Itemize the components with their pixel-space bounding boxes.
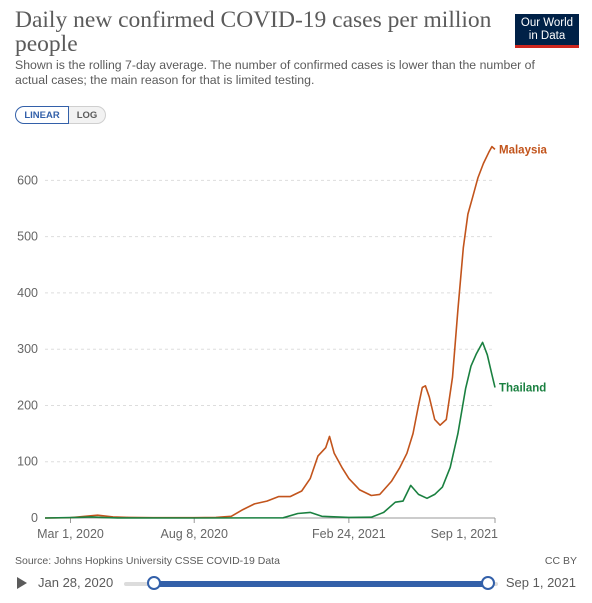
y-tick-label: 200: [17, 398, 38, 412]
timeline-end-date: Sep 1, 2021: [505, 575, 576, 590]
chart-subtitle: Shown is the rolling 7-day average. The …: [15, 58, 535, 87]
logo-line-2: in Data: [528, 30, 566, 42]
timeline-start-handle[interactable]: [147, 576, 161, 590]
timeline-end-handle[interactable]: [481, 576, 495, 590]
x-tick-label: Aug 8, 2020: [161, 527, 228, 541]
play-icon[interactable]: [17, 577, 27, 589]
timeline-start-date: Jan 28, 2020: [38, 575, 114, 590]
y-tick-label: 500: [17, 230, 38, 244]
series-label-thailand: Thailand: [499, 382, 546, 394]
y-tick-label: 100: [17, 455, 38, 469]
license-label[interactable]: CC BY: [544, 555, 577, 567]
x-tick-label: Feb 24, 2021: [312, 527, 386, 541]
x-tick-label: Mar 1, 2020: [37, 527, 104, 541]
timeline-selected-range: [154, 581, 488, 587]
x-tick-label: Sep 1, 2021: [431, 527, 498, 541]
y-tick-label: 600: [17, 173, 38, 187]
series-line-thailand: [44, 341, 496, 519]
chart-title: Daily new confirmed COVID-19 cases per m…: [15, 7, 492, 57]
owid-logo[interactable]: Our World in Data: [515, 14, 579, 48]
source-note[interactable]: Source: Johns Hopkins University CSSE CO…: [15, 555, 280, 567]
y-tick-label: 0: [31, 511, 38, 525]
y-tick-label: 300: [17, 342, 38, 356]
logo-line-1: Our World: [520, 17, 574, 29]
logo-accent-bar: [515, 45, 579, 48]
line-chart: 0 100 200 300 400 500 600 Mar 1, 2020 Aug 8, 202…: [17, 144, 548, 541]
linear-scale-button[interactable]: LINEAR: [15, 106, 69, 124]
series-line-malaysia: [44, 145, 496, 519]
y-tick-label: 400: [17, 286, 38, 300]
series-label-malaysia: Malaysia: [499, 144, 548, 156]
